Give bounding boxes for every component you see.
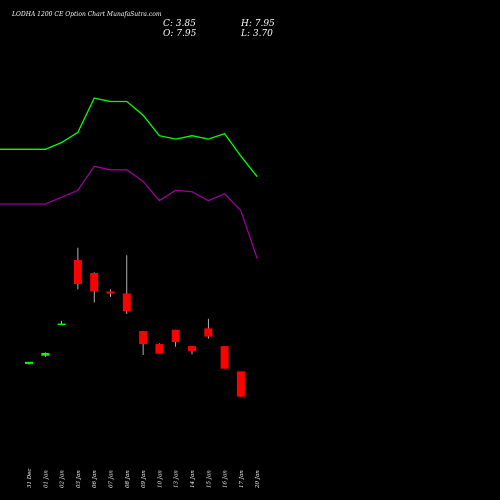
candle-body — [220, 346, 229, 369]
candle-body — [171, 329, 180, 343]
candle-body — [73, 260, 82, 284]
candle-body — [155, 344, 164, 354]
candle — [155, 343, 164, 354]
candle-body — [188, 346, 196, 351]
candle-body — [57, 323, 66, 326]
green-band-line — [0, 97, 258, 178]
candle — [90, 272, 99, 303]
candle — [139, 331, 148, 356]
candle — [122, 255, 131, 315]
x-tick-label: 13 Jan — [174, 470, 180, 488]
x-tick-label: 14 Jan — [190, 470, 196, 488]
x-tick-label: 31 Dec — [27, 469, 33, 489]
candle-body — [106, 291, 115, 294]
x-tick-label: 20 Jan — [255, 470, 261, 489]
candle — [188, 346, 196, 355]
candle-body — [204, 328, 213, 337]
candle — [73, 247, 82, 290]
x-tick-label: 01 Jan — [43, 470, 49, 488]
candle-body — [139, 331, 148, 345]
candles — [25, 247, 245, 397]
candle — [41, 352, 50, 358]
close-value-label: C: 3.85 — [163, 19, 196, 29]
candle-body — [236, 371, 245, 397]
candle-body — [90, 273, 99, 292]
x-tick-label: 07 Jan — [109, 470, 115, 488]
x-axis-ticks: 31 Dec 01 Jan 02 Jan 03 Jan 06 Jan 07 Jan 08 J… — [27, 469, 261, 490]
x-tick-label: 08 Jan — [125, 470, 131, 488]
x-tick-label: 03 Jan — [76, 470, 82, 488]
band-lines — [0, 97, 258, 259]
candle-body — [25, 361, 33, 364]
candle-body — [122, 293, 131, 312]
x-tick-label: 02 Jan — [60, 470, 66, 488]
x-tick-label: 09 Jan — [141, 470, 147, 488]
x-tick-label: 10 Jan — [157, 470, 163, 488]
candle — [220, 346, 229, 369]
x-tick-label: 17 Jan — [239, 470, 245, 488]
candle — [171, 329, 180, 347]
x-tick-label: 15 Jan — [206, 470, 212, 488]
candle — [106, 289, 115, 297]
candle — [236, 371, 245, 397]
x-tick-label: 16 Jan — [223, 470, 229, 488]
candle — [57, 320, 66, 326]
candle-body — [41, 352, 50, 356]
open-value-label: O: 7.95 — [163, 29, 197, 39]
purple-band-line — [0, 165, 258, 259]
x-tick-label: 06 Jan — [92, 470, 98, 488]
low-value-label: L: 3.70 — [240, 29, 273, 39]
candle — [25, 361, 33, 365]
high-value-label: H: 7.95 — [240, 19, 275, 29]
candle — [204, 318, 213, 339]
chart-title: LODHA 1200 CE Option Chart MunafaSutra.c… — [11, 11, 162, 18]
